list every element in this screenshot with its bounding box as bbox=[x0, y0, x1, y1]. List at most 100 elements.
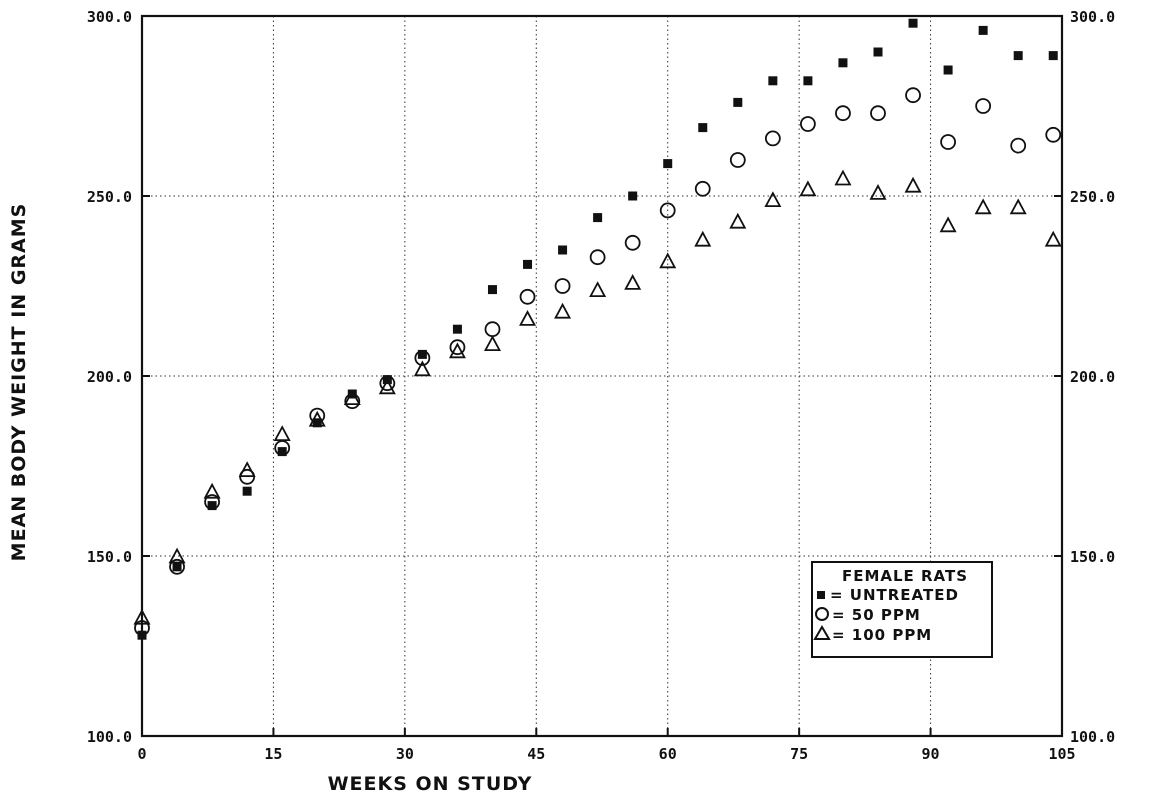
point-untreated bbox=[593, 213, 603, 223]
point-50ppm bbox=[204, 494, 220, 510]
point-untreated bbox=[873, 47, 883, 57]
point-50ppm bbox=[905, 87, 921, 104]
point-50ppm bbox=[659, 202, 676, 219]
y-tick-label-left: 300.0 bbox=[87, 8, 132, 26]
point-100ppm bbox=[799, 180, 817, 197]
point-untreated bbox=[943, 65, 953, 75]
y-tick-label-left: 100.0 bbox=[87, 728, 132, 746]
legend-100ppm-label: = 100 PPM bbox=[832, 626, 932, 644]
point-100ppm bbox=[238, 461, 256, 477]
point-100ppm bbox=[308, 410, 326, 427]
point-50ppm bbox=[169, 558, 185, 575]
point-100ppm bbox=[869, 184, 887, 200]
point-50ppm bbox=[589, 249, 606, 266]
point-50ppm bbox=[484, 321, 501, 338]
point-untreated bbox=[803, 76, 813, 86]
point-100ppm bbox=[904, 176, 922, 193]
point-100ppm bbox=[659, 252, 677, 269]
point-50ppm bbox=[729, 152, 746, 168]
x-tick-label: 75 bbox=[790, 745, 808, 763]
point-50ppm bbox=[694, 180, 711, 197]
x-axis-title: WEEKS ON STUDY bbox=[328, 773, 533, 795]
point-untreated bbox=[207, 501, 217, 511]
point-50ppm bbox=[309, 407, 326, 424]
point-untreated bbox=[1013, 51, 1023, 61]
point-untreated bbox=[1048, 51, 1058, 61]
point-100ppm bbox=[483, 335, 501, 351]
legend: FEMALE RATS = UNTREATED = 50 PPM = 100 P… bbox=[811, 561, 993, 658]
point-untreated bbox=[663, 159, 673, 169]
point-100ppm bbox=[343, 389, 361, 405]
point-100ppm bbox=[273, 425, 291, 441]
legend-title: FEMALE RATS bbox=[842, 567, 968, 585]
point-100ppm bbox=[764, 191, 782, 207]
y-tick-label-left: 200.0 bbox=[87, 368, 132, 386]
legend-50ppm-icon bbox=[815, 607, 829, 621]
y-tick-label-right: 150.0 bbox=[1070, 548, 1115, 566]
point-50ppm bbox=[449, 339, 466, 356]
point-untreated bbox=[628, 191, 638, 201]
point-untreated bbox=[838, 58, 848, 68]
point-100ppm bbox=[1009, 198, 1027, 215]
point-50ppm bbox=[624, 234, 641, 251]
y-tick-label-left: 250.0 bbox=[87, 188, 132, 206]
point-100ppm bbox=[519, 310, 537, 326]
x-tick-label: 105 bbox=[1048, 745, 1075, 763]
point-100ppm bbox=[168, 547, 186, 564]
point-100ppm bbox=[694, 230, 712, 247]
x-tick-label: 15 bbox=[264, 745, 282, 763]
point-untreated bbox=[768, 76, 778, 86]
point-100ppm bbox=[413, 360, 431, 377]
legend-100ppm-icon bbox=[813, 625, 831, 640]
point-100ppm bbox=[624, 274, 642, 290]
legend-untreated-icon bbox=[817, 591, 825, 599]
data-markers bbox=[133, 18, 1062, 640]
point-untreated bbox=[698, 123, 708, 133]
point-untreated bbox=[172, 562, 182, 572]
point-100ppm bbox=[203, 482, 221, 499]
point-50ppm bbox=[414, 350, 431, 366]
point-100ppm bbox=[834, 169, 852, 186]
point-100ppm bbox=[939, 216, 957, 233]
legend-box bbox=[811, 561, 993, 658]
y-tick-label-right: 100.0 bbox=[1070, 728, 1115, 746]
legend-50ppm-label: = 50 PPM bbox=[832, 606, 921, 624]
point-50ppm bbox=[800, 116, 816, 132]
point-50ppm bbox=[1045, 126, 1062, 143]
point-50ppm bbox=[554, 278, 571, 294]
point-untreated bbox=[277, 447, 287, 457]
point-50ppm bbox=[870, 105, 886, 122]
legend-untreated-label: = UNTREATED bbox=[830, 586, 959, 604]
point-50ppm bbox=[519, 288, 536, 305]
point-untreated bbox=[417, 349, 427, 359]
x-tick-label: 0 bbox=[137, 745, 146, 763]
point-50ppm bbox=[940, 134, 956, 150]
point-untreated bbox=[452, 324, 462, 334]
point-100ppm bbox=[378, 378, 396, 395]
point-untreated bbox=[242, 486, 252, 496]
point-50ppm bbox=[134, 620, 150, 636]
y-tick-label-left: 150.0 bbox=[87, 548, 132, 566]
point-100ppm bbox=[133, 608, 151, 625]
x-tick-label: 45 bbox=[527, 745, 545, 763]
point-50ppm bbox=[379, 375, 396, 392]
y-tick-label-right: 200.0 bbox=[1070, 368, 1115, 386]
y-tick-label-right: 250.0 bbox=[1070, 188, 1115, 206]
point-untreated bbox=[558, 245, 568, 255]
point-untreated bbox=[908, 18, 918, 28]
point-100ppm bbox=[729, 212, 747, 229]
point-100ppm bbox=[1044, 230, 1062, 247]
point-50ppm bbox=[344, 393, 361, 410]
x-tick-label: 60 bbox=[659, 745, 677, 763]
y-tick-label-right: 300.0 bbox=[1070, 8, 1115, 26]
point-50ppm bbox=[1010, 137, 1027, 154]
point-50ppm bbox=[835, 105, 851, 122]
point-100ppm bbox=[448, 342, 466, 359]
point-100ppm bbox=[554, 302, 572, 319]
point-untreated bbox=[523, 259, 533, 269]
point-untreated bbox=[487, 285, 497, 295]
point-untreated bbox=[978, 25, 988, 35]
grid-lines bbox=[142, 16, 1062, 736]
